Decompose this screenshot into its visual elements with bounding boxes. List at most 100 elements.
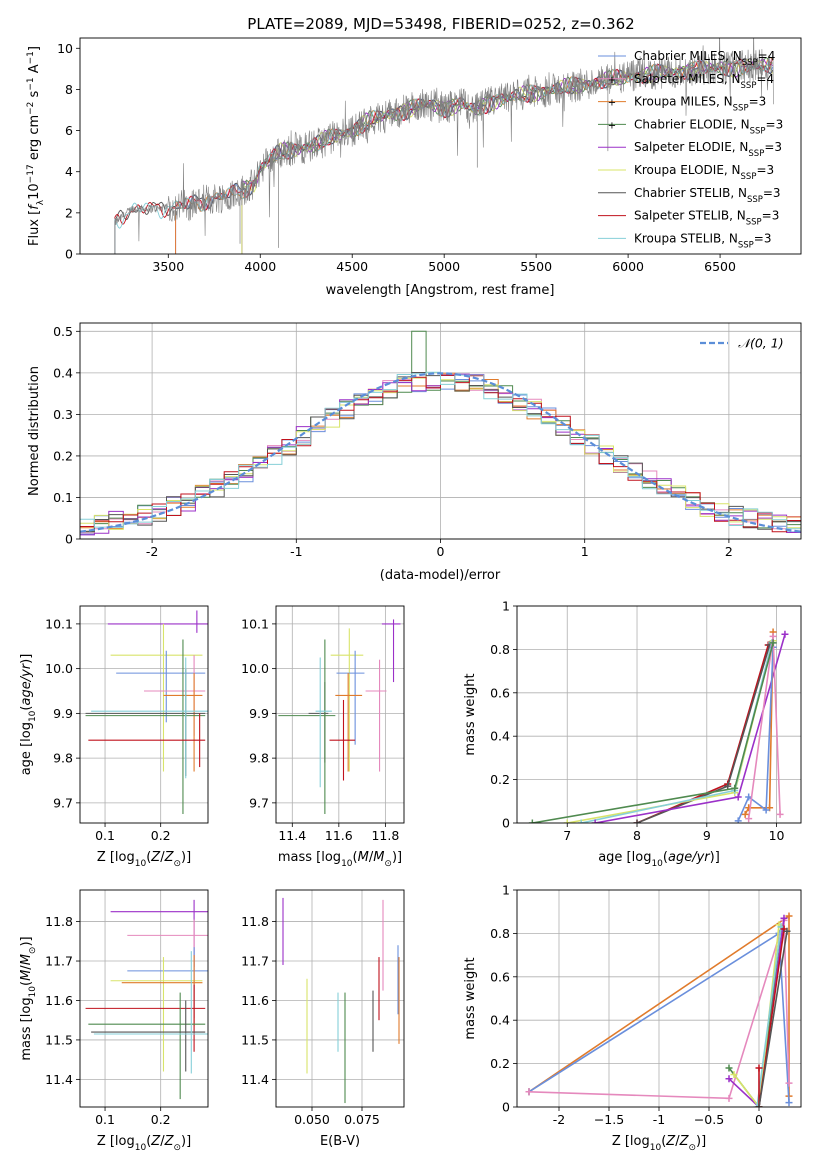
errorbar-point-chabrier_miles (116, 650, 206, 723)
y-tick-label: 9.9 (249, 706, 269, 721)
axes-frame (516, 605, 802, 824)
weight-marker-chabrier_elodie (731, 784, 739, 792)
legend-label-main: Chabrier STELIB, N (634, 186, 747, 200)
x-tick-label: 2 (725, 544, 733, 559)
errorbar-point-kroupa_stelib (91, 657, 208, 779)
axis-label-part: mass [log (278, 850, 341, 865)
errorbar-point-kroupa_elodie (110, 957, 203, 1072)
y-tick-label: 0.5 (53, 324, 73, 339)
axis-label-part: ⊙ (173, 1143, 181, 1153)
axis-label: Normed distribution (27, 366, 42, 496)
axis-label-part: s (27, 90, 42, 101)
axis-label-part: mass weight (463, 957, 478, 1039)
axis-label-part: M (358, 850, 369, 865)
axis-label-part: −1 (26, 77, 36, 90)
weight-marker-salpeter_elodie (781, 630, 789, 638)
axis-label-part: )] (181, 1134, 191, 1149)
x-tick-label: 6000 (612, 259, 644, 274)
y-tick-label: 4 (65, 164, 73, 179)
x-tick-label: 4000 (244, 259, 276, 274)
axis-label-part: Z [log (612, 1134, 650, 1149)
frame-age_vs_Z: 0.1 0.29.79.89.910.010.1Z [log10(Z/Z⊙)]ag… (19, 605, 209, 869)
legend-entry-kroupa_elodie: Kroupa ELODIE, NSSP=3 (598, 163, 774, 182)
x-tick-label: -2 (553, 1112, 565, 1127)
axis-label-part: )] (181, 850, 191, 865)
legend-label-chabrier_miles: Chabrier MILES, NSSP=4 (634, 49, 775, 68)
figure-title: PLATE=2089, MJD=53498, FIBERID=0252, z=0… (247, 15, 634, 33)
y-tick-label: 9.8 (53, 751, 73, 766)
axis-label-part: Z [log (97, 850, 135, 865)
plot-area-mass_weight_vs_Z (525, 912, 793, 1107)
legend-label-main: Chabrier ELODIE, N (634, 117, 750, 131)
plot-area-age_vs_Z (85, 610, 208, 815)
legend-label-sub: SSP (742, 58, 758, 68)
weight-line-salpeter_stelib (758, 928, 785, 1107)
axis-label: age [log10(age/yr)] (598, 850, 720, 869)
axis-label-part: Z (164, 850, 175, 865)
x-tick-label: −1.5 (594, 1112, 624, 1127)
errorbar-point-salpeter_elodie (107, 610, 208, 633)
model-line-chabrier_miles (175, 58, 774, 254)
weight-line-salpeter_elodie (595, 633, 786, 823)
x-tick-label: 0 (437, 544, 445, 559)
axes-age_vs_Z (80, 606, 208, 823)
model-line-salpeter_stelib (114, 58, 774, 254)
axis-label-part: age [log (19, 722, 34, 775)
x-tick-label: 11.4 (278, 828, 306, 843)
model-line-chabrier_stelib (114, 58, 774, 254)
legend-label-tail: =4 (756, 72, 774, 86)
y-tick-label: 11.5 (241, 1032, 269, 1047)
x-tick-label: 11.8 (371, 828, 399, 843)
axis-label-part: )] (19, 936, 34, 946)
legend-label-salpeter_stelib: Salpeter STELIB, NSSP=3 (634, 209, 779, 228)
axis-label-part: ⊙ (173, 859, 181, 869)
weight-marker-salpeter_elodie (780, 914, 788, 922)
x-tick-label: 6500 (704, 259, 736, 274)
weight-line-salpeter_elodie (728, 918, 785, 1107)
y-tick-label: 0.2 (53, 448, 73, 463)
weight-marker-salpeter_miles (769, 632, 777, 640)
axis-label-part: erg cm (27, 115, 42, 164)
axis-label-part: 10 (27, 183, 42, 200)
axis-label-part: )] (710, 850, 720, 865)
axis-label-part: 10 (28, 986, 38, 998)
y-tick-label: 8 (65, 82, 73, 97)
mass-vs-metallicity-chart: 0.1 0.211.411.511.611.711.8Z [log10(Z/Z⊙)… (19, 889, 209, 1153)
axis-label: age [log10(age/yr)] (19, 654, 38, 776)
legend-label-sub: SSP (733, 104, 749, 114)
legend-entry-chabrier_miles: Chabrier MILES, NSSP=4 (598, 49, 775, 68)
weight-marker-kroupa_miles (745, 804, 753, 812)
y-tick-label: 11.6 (45, 993, 73, 1008)
axis-label-part: f (27, 203, 42, 210)
weight-line-kroupa_elodie (733, 924, 780, 1107)
age-vs-mass-chart: 11.4 11.6 11.8 9.7 9.8 9.9 10.0 10.1 mass [log10… (241, 605, 405, 869)
y-tick-label: 0 (65, 247, 73, 262)
y-tick-label: 0.1 (53, 490, 73, 505)
legend-label-tail: =3 (756, 163, 774, 177)
legend-marker: + (608, 98, 616, 109)
axes-frame (79, 37, 802, 255)
axis-label-part: −1 (26, 51, 36, 64)
axis-label-part: −2 (26, 102, 36, 115)
weight-marker-chabrier_elodie (725, 1064, 733, 1072)
weight-marker-salpeter_elodie (591, 819, 599, 823)
frame-mass_vs_ebv: 0.050 0.075 11.4 11.5 11.6 11.7 11.8 E(B-V) (241, 889, 405, 1149)
errorbar-point-kroupa_stelib (315, 657, 332, 788)
legend-entry-kroupa_miles: + Kroupa MILES, NSSP=3 (598, 95, 766, 114)
y-tick-label: 11.4 (241, 1072, 269, 1087)
legend-label-salpeter_elodie: Salpeter ELODIE, NSSP=3 (634, 140, 782, 159)
errorbar-point-chabrier_elodie (278, 639, 336, 815)
weight-marker-kroupa_miles (785, 912, 793, 920)
axis-label: E(B-V) (320, 1134, 360, 1149)
x-tick-label: −0.5 (694, 1112, 724, 1127)
axis-label-part: )] (19, 654, 34, 664)
weight-marker-salpeter_miles (725, 1094, 733, 1102)
axis-label-part: Z (665, 1134, 676, 1149)
axis-label-part: 10 (135, 1143, 147, 1153)
frame-mass_weight_vs_Z: -2 −1.5 -1 −0.5 000.20.40.60.81Z [log10(Z/Z⊙… (463, 883, 802, 1153)
y-tick-label: 9.7 (53, 795, 73, 810)
x-tick-label: 9 (703, 828, 711, 843)
model-line-kroupa_miles (175, 56, 774, 254)
weight-marker-kroupa_stelib (577, 819, 585, 823)
